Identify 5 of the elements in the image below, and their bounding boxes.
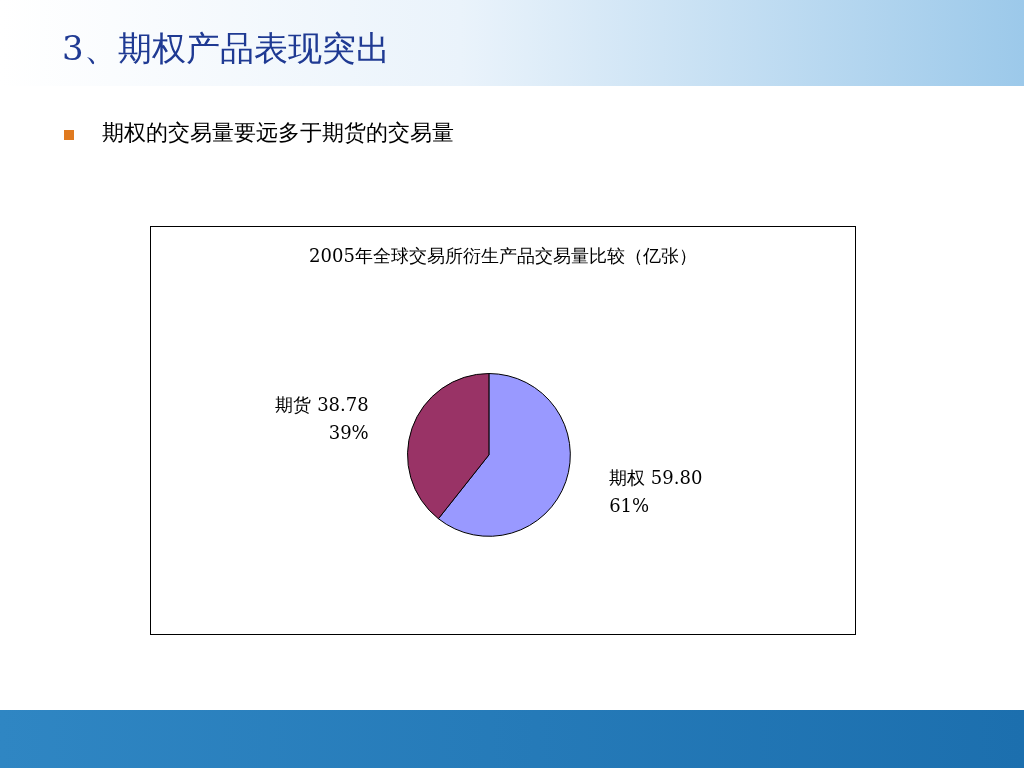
slice-label: 期权 59.80 61%: [609, 467, 703, 517]
slice-label: 期货 38.78 39%: [275, 393, 369, 443]
text: 3、期权产品表现突出: [62, 27, 390, 70]
chart-title: 2005年全球交易所衍生产品交易量比较（亿张）: [309, 244, 697, 266]
text: 期权的交易量要远多于期货的交易量: [102, 119, 454, 147]
